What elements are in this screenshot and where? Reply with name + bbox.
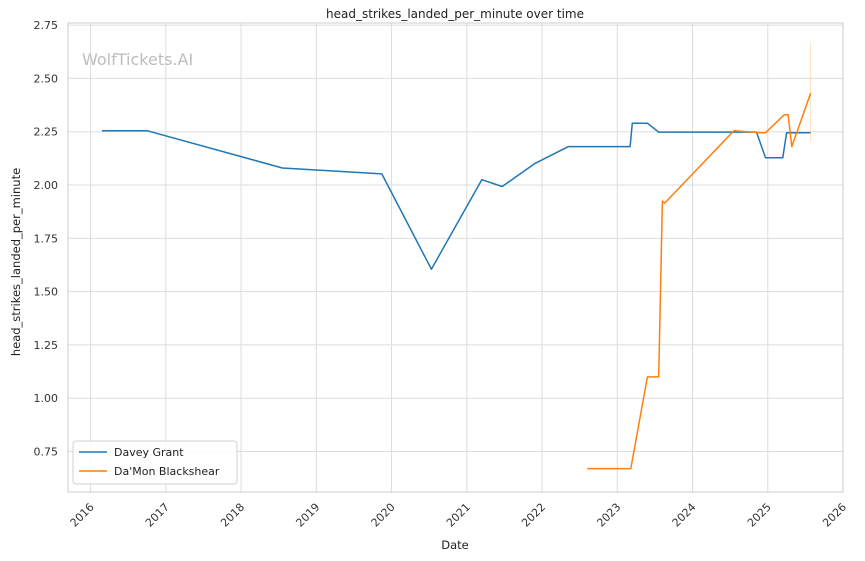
y-tick-label: 2.25 [34,126,59,139]
x-tick-label: 2026 [820,501,849,530]
series-line-0 [101,122,811,270]
y-tick-label: 2.00 [34,179,59,192]
legend-box [72,440,238,485]
x-tick-label: 2020 [369,501,398,530]
y-tick-label: 1.75 [34,232,59,245]
y-tick-label: 1.25 [34,339,59,352]
chart-title: head_strikes_landed_per_minute over time [326,7,584,21]
y-axis-ticks: 0.75 1.00 1.25 1.50 1.75 2.00 2.25 2.50 2.75 [34,19,59,458]
x-tick-label: 2023 [594,501,623,530]
x-tick-label: 2024 [670,501,699,530]
grid [68,23,844,492]
x-tick-label: 2025 [745,501,774,530]
x-axis-ticks: 2016 2017 2018 2019 2020 2021 2022 2023 2024 2025… [68,501,849,530]
y-tick-label: 1.50 [34,286,59,299]
y-tick-label: 2.50 [34,72,59,85]
x-tick-label: 2021 [444,501,473,530]
x-tick-label: 2022 [519,501,548,530]
legend-label-damon-blackshear: Da'Mon Blackshear [114,465,220,478]
y-tick-label: 1.00 [34,392,59,405]
x-tick-label: 2016 [68,501,97,530]
x-tick-label: 2017 [143,501,172,530]
x-tick-label: 2018 [218,501,247,530]
series-line-1 [587,93,812,470]
y-axis-label: head_strikes_landed_per_minute [9,168,23,356]
plot-frame [67,22,844,493]
y-tick-label: 0.75 [34,445,59,458]
y-tick-label: 2.75 [34,19,59,32]
watermark: WolfTickets.AI [82,50,193,69]
legend: Davey Grant Da'Mon Blackshear [72,440,238,485]
series-layer [101,42,812,470]
x-axis-label: Date [441,538,469,552]
x-tick-label: 2019 [293,501,322,530]
legend-label-davey-grant: Davey Grant [114,446,184,459]
